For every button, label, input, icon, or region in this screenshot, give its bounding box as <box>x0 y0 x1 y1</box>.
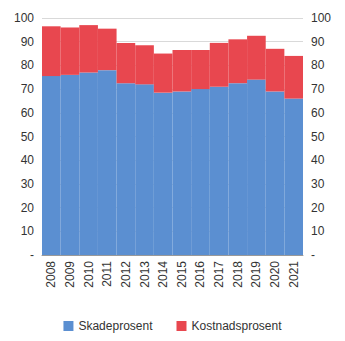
svg-text:-: - <box>311 248 315 262</box>
svg-text:2015: 2015 <box>175 261 189 288</box>
svg-text:90: 90 <box>21 35 35 49</box>
svg-text:2010: 2010 <box>82 261 96 288</box>
svg-text:Kostnadsprosent: Kostnadsprosent <box>191 319 282 333</box>
svg-text:80: 80 <box>311 58 325 72</box>
svg-text:70: 70 <box>311 82 325 96</box>
svg-text:30: 30 <box>311 177 325 191</box>
svg-text:100: 100 <box>14 11 34 25</box>
svg-text:2021: 2021 <box>287 261 301 288</box>
svg-text:20: 20 <box>21 201 35 215</box>
svg-text:70: 70 <box>21 82 35 96</box>
svg-text:2017: 2017 <box>212 261 226 288</box>
svg-text:2018: 2018 <box>231 261 245 288</box>
svg-text:2014: 2014 <box>156 261 170 288</box>
svg-text:2011: 2011 <box>100 261 114 287</box>
svg-text:10: 10 <box>21 224 35 238</box>
svg-text:80: 80 <box>21 58 35 72</box>
svg-text:Skadeprosent: Skadeprosent <box>78 319 153 333</box>
svg-text:2012: 2012 <box>119 261 133 288</box>
svg-text:2009: 2009 <box>63 261 77 288</box>
svg-text:30: 30 <box>21 177 35 191</box>
svg-text:2008: 2008 <box>44 261 58 288</box>
svg-text:2016: 2016 <box>193 261 207 288</box>
svg-text:2013: 2013 <box>138 261 152 288</box>
svg-text:40: 40 <box>21 153 35 167</box>
svg-text:20: 20 <box>311 201 325 215</box>
svg-text:50: 50 <box>21 130 35 144</box>
svg-text:90: 90 <box>311 35 325 49</box>
svg-text:40: 40 <box>311 153 325 167</box>
svg-text:2019: 2019 <box>249 261 263 288</box>
svg-text:-: - <box>30 248 34 262</box>
svg-text:100: 100 <box>311 11 331 25</box>
svg-text:60: 60 <box>21 106 35 120</box>
svg-text:60: 60 <box>311 106 325 120</box>
svg-text:2020: 2020 <box>268 261 282 288</box>
svg-text:10: 10 <box>311 224 325 238</box>
svg-text:50: 50 <box>311 130 325 144</box>
